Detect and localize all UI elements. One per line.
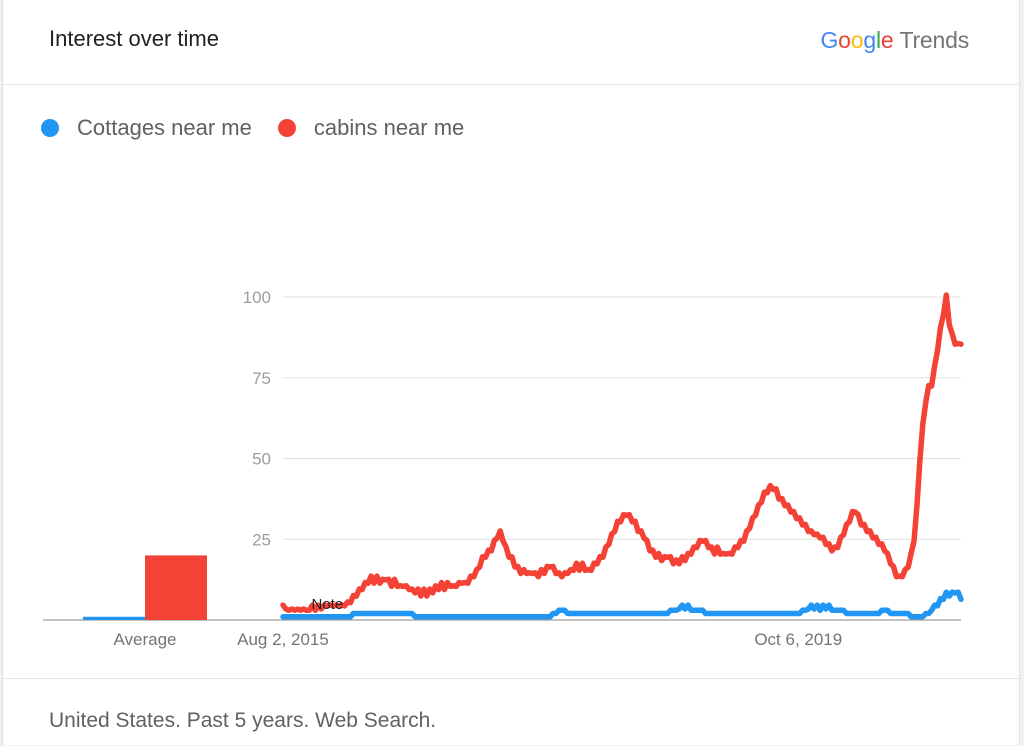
legend-item-cottages[interactable]: Cottages near me: [41, 115, 252, 141]
brand-letter: o: [838, 27, 851, 53]
footer-caption: United States. Past 5 years. Web Search.: [49, 709, 437, 732]
trends-wordmark: Trends: [899, 27, 969, 53]
brand-letter: l: [875, 27, 881, 53]
average-bar[interactable]: [145, 555, 207, 620]
legend-dot-cabins: [277, 119, 296, 137]
chart-legend: Cottages near me cabins near me: [41, 114, 490, 142]
legend-label-cabins: cabins near me: [313, 115, 465, 140]
brand-letter: G: [820, 27, 839, 53]
brand-letter: e: [880, 27, 894, 53]
brand-letter: o: [850, 27, 864, 53]
legend-label-cottages: Cottages near me: [77, 115, 252, 140]
y-tick-label: 25: [252, 530, 271, 549]
average-label: Average: [113, 630, 176, 649]
legend-dot-cottages: [41, 119, 59, 137]
x-tick-label: Oct 6, 2019: [754, 630, 842, 649]
card-header: Interest over time Google Trends: [3, 0, 1019, 85]
average-bar[interactable]: [83, 616, 145, 620]
legend-item-cabins[interactable]: cabins near me: [277, 115, 465, 141]
card-footer: United States. Past 5 years. Web Search.: [3, 678, 1019, 746]
y-tick-label: 50: [252, 450, 271, 469]
google-trends-logo[interactable]: Google Trends: [820, 27, 969, 54]
google-wordmark: Google: [820, 27, 893, 53]
interest-chart[interactable]: 25 50 75 100 Average Aug 2, 2015 Oct 6, 2019 No…: [3, 0, 1019, 678]
x-tick-label: Aug 2, 2015: [237, 630, 329, 649]
note-annotation[interactable]: Note: [312, 596, 344, 613]
series-line-cottages[interactable]: [280, 589, 964, 620]
y-tick-label: 75: [252, 369, 271, 388]
brand-letter: g: [863, 27, 876, 53]
chart-title: Interest over time: [49, 26, 219, 51]
y-tick-label: 100: [243, 288, 271, 307]
series-line-cabins[interactable]: [280, 292, 964, 614]
